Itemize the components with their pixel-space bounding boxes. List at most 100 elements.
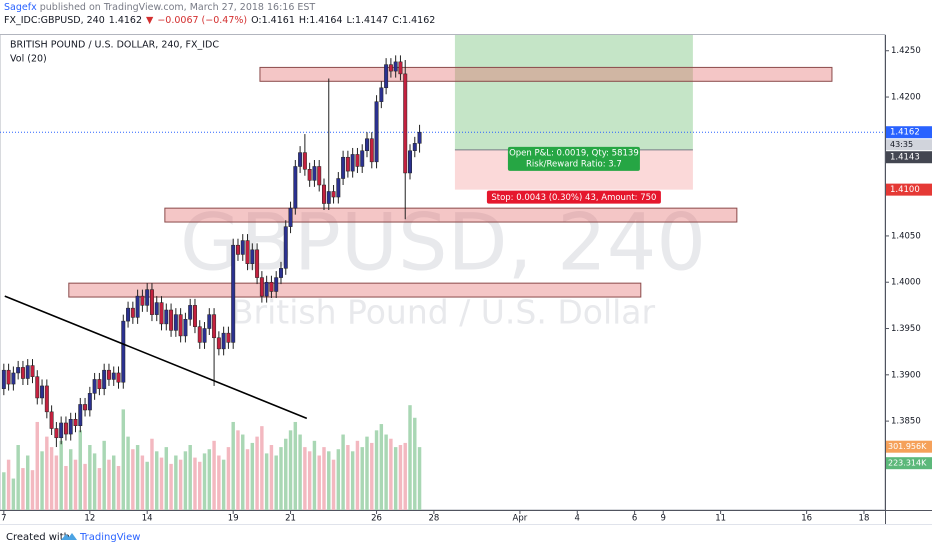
candle-body <box>212 314 217 339</box>
candle-body <box>216 337 221 350</box>
volume-bar <box>408 405 412 510</box>
symbol-line: FX_IDC:GBPUSD, 240 1.4162 ▼ −0.0067 (−0.47%… <box>4 15 439 26</box>
volume-bar <box>241 434 245 510</box>
zone <box>164 207 738 223</box>
price-tag-label: 1.4143 <box>890 153 920 163</box>
volume-bar <box>121 409 126 510</box>
volume-bar <box>40 451 44 510</box>
x-tick-label: 19 <box>228 514 239 524</box>
volume-bar <box>150 438 154 510</box>
volume-bar <box>274 455 278 510</box>
author[interactable]: Sagefx <box>4 2 37 13</box>
candle-body <box>388 64 393 72</box>
candle-body <box>140 295 145 306</box>
volume-bar <box>350 451 355 510</box>
volume-bar <box>393 447 398 510</box>
candle-body <box>25 365 30 379</box>
zone <box>68 282 642 298</box>
created-with: Created with <box>6 532 70 543</box>
x-tick-label: 12 <box>84 514 95 524</box>
candle-body <box>341 156 346 179</box>
volume-tag-label: 301.956K <box>888 442 927 451</box>
zone <box>259 66 833 82</box>
y-tick-label: 1.4200 <box>891 93 921 103</box>
volume-bar <box>398 445 403 510</box>
volume-tag-label: 223.314K <box>888 459 927 468</box>
candle-body <box>164 309 169 325</box>
price-tag <box>886 183 932 196</box>
volume-bar <box>360 447 364 510</box>
x-tick-label: 6 <box>632 514 637 524</box>
volume-bar <box>389 438 393 510</box>
volume-bar <box>260 426 264 510</box>
volume-bar <box>384 434 388 510</box>
candle-body <box>288 207 293 227</box>
volume-bar <box>417 447 422 510</box>
x-tick-label: 18 <box>859 514 870 524</box>
x-tick-label: 26 <box>371 514 382 524</box>
candle-body <box>312 166 317 181</box>
volume-bar <box>64 465 68 510</box>
profit-label: Open P&L: 0.0019, Qty: 58139 <box>509 148 639 158</box>
candle-body <box>207 314 212 329</box>
candle-body <box>111 372 116 380</box>
volume-bar <box>331 459 336 510</box>
candle-body <box>403 73 408 174</box>
volume-bar <box>250 442 255 510</box>
candle-body <box>83 404 88 411</box>
candle-body <box>245 240 250 264</box>
candle-body <box>11 372 16 385</box>
volume-bar <box>183 451 188 510</box>
published: published on TradingView.com, March 27, … <box>39 2 316 13</box>
watermark-sub: British Pound / U.S. Dollar <box>231 293 656 332</box>
candle-body <box>355 154 360 167</box>
volume-bar <box>413 417 417 510</box>
candle-body <box>92 379 97 394</box>
volume-bar <box>159 457 164 510</box>
volume-bar <box>16 445 20 510</box>
candle-body <box>264 281 269 297</box>
volume-bar <box>54 455 59 510</box>
volume-bar <box>30 470 35 510</box>
volume-bar <box>88 445 92 510</box>
candle-body <box>374 101 379 163</box>
volume-bar <box>346 445 350 510</box>
volume-bar <box>83 463 87 510</box>
x-tick-label: 11 <box>715 514 726 524</box>
volume-bar <box>73 459 78 510</box>
volume-bar <box>288 430 293 510</box>
volume-bar <box>374 430 379 510</box>
candle-body <box>259 277 264 297</box>
volume-bar <box>188 445 192 510</box>
volume-bar <box>317 455 321 510</box>
countdown: 43:35 <box>890 140 913 149</box>
candle-body <box>145 289 150 306</box>
brand[interactable]: TradingView <box>80 532 141 543</box>
volume-bar <box>198 461 202 510</box>
candle-body <box>59 422 64 439</box>
candle-body <box>183 319 188 337</box>
logo <box>61 533 77 540</box>
candle-body <box>322 184 326 204</box>
candle-body <box>49 411 54 429</box>
candle-body <box>255 249 260 278</box>
volume-bar <box>126 436 130 510</box>
candle-body <box>350 154 355 172</box>
candle-body <box>68 419 73 435</box>
candle-body <box>412 143 417 151</box>
volume-bar <box>25 455 30 510</box>
trendline <box>4 295 308 420</box>
candle-body <box>240 240 245 255</box>
volume-bar <box>279 447 283 510</box>
candle-body <box>159 302 164 325</box>
volume-bar <box>49 447 54 510</box>
candle-body <box>121 320 126 383</box>
candle-body <box>40 385 45 399</box>
volume-bar <box>312 440 317 510</box>
candle-body <box>102 369 107 389</box>
candle-body <box>384 64 389 89</box>
footer: Created with TradingView <box>0 524 932 551</box>
plot-frame <box>0 34 886 511</box>
volume-bar <box>45 436 49 510</box>
y-tick-label: 1.3850 <box>891 417 921 427</box>
